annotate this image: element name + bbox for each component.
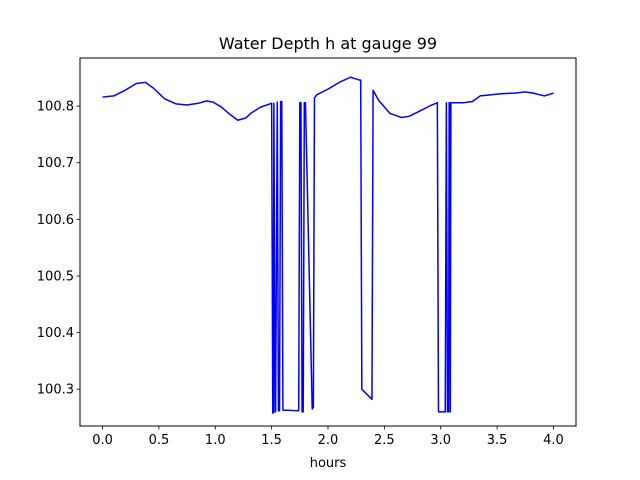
x-tick-label: 3.5 bbox=[487, 433, 508, 448]
plot-area bbox=[80, 58, 576, 426]
x-tick-label: 3.0 bbox=[430, 433, 451, 448]
x-tick-label: 0.5 bbox=[149, 433, 170, 448]
y-tick-label: 100.7 bbox=[37, 156, 74, 171]
x-tick-label: 1.5 bbox=[261, 433, 282, 448]
chart-title: Water Depth h at gauge 99 bbox=[219, 34, 437, 53]
y-axis: 100.3 100.4 100.5 100.6 100.7 100.8 bbox=[37, 100, 80, 398]
y-tick-label: 100.8 bbox=[37, 100, 74, 115]
x-tick-label: 1.0 bbox=[205, 433, 226, 448]
series-layer bbox=[102, 76, 554, 414]
y-tick-label: 100.3 bbox=[37, 383, 74, 398]
x-axis-label: hours bbox=[310, 456, 347, 471]
x-tick-label: 2.0 bbox=[318, 433, 339, 448]
x-tick-label: 2.5 bbox=[374, 433, 395, 448]
y-tick-label: 100.5 bbox=[37, 269, 74, 284]
series-line-0 bbox=[102, 76, 554, 414]
x-axis: 0.0 0.5 1.0 1.5 2.0 2.5 3.0 3.5 4.0 bbox=[92, 426, 564, 448]
y-tick-label: 100.6 bbox=[37, 213, 74, 228]
x-tick-label: 0.0 bbox=[92, 433, 113, 448]
y-tick-label: 100.4 bbox=[37, 326, 74, 341]
x-tick-label: 4.0 bbox=[543, 433, 564, 448]
